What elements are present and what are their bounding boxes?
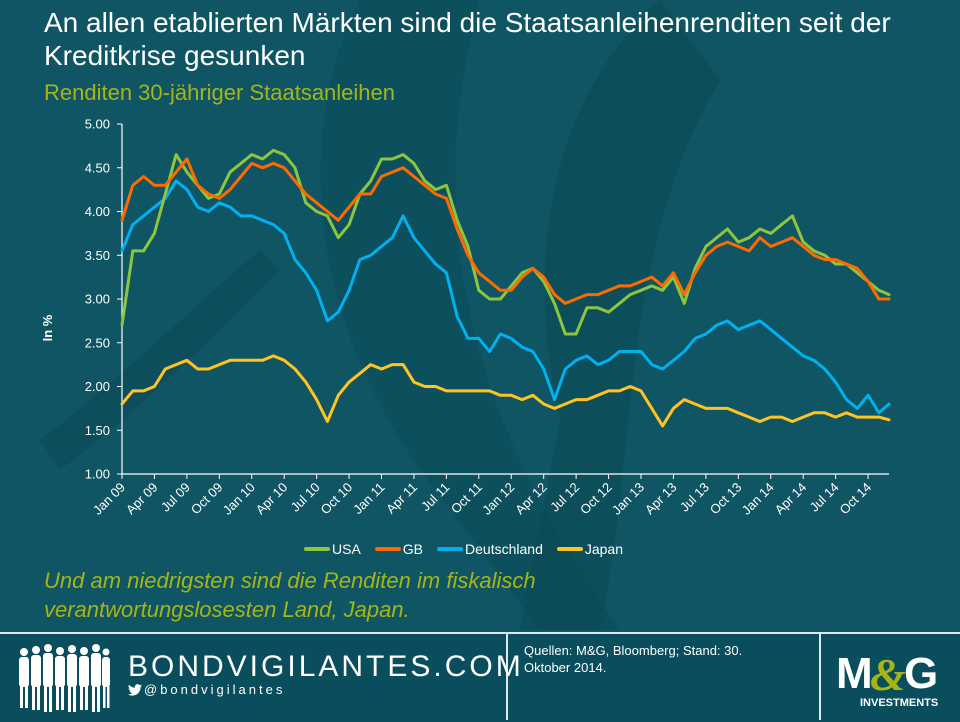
brand-link[interactable]: BONDVIGILANTES.COM <box>128 650 524 683</box>
y-tick-label: 4.00 <box>85 204 110 219</box>
sources-note: Quellen: M&G, Bloomberg; Stand: 30. Okto… <box>524 643 743 675</box>
x-tick-label: Jan 14 <box>739 480 777 518</box>
series-lines <box>120 148 891 428</box>
chart-caption: Und am niedrigsten sind die Renditen im … <box>44 568 536 622</box>
x-tick-label: Oct 10 <box>318 480 356 518</box>
y-tick-label: 1.00 <box>85 467 110 482</box>
legend-item-deutschland: Deutschland <box>437 541 543 557</box>
twitter-bird-icon <box>128 683 142 696</box>
x-tick-label: Jan 12 <box>479 480 517 518</box>
x-tick-label: Apr 13 <box>642 480 680 518</box>
y-axis-title: In % <box>40 314 55 341</box>
footer <box>0 632 960 722</box>
x-tick-label: Jul 12 <box>547 480 582 515</box>
x-tick-label: Jul 11 <box>418 480 452 514</box>
x-tick-label: Apr 10 <box>253 480 291 518</box>
logo-subtext: INVESTMENTS <box>860 697 938 709</box>
legend-swatch-gb <box>374 547 401 551</box>
x-tick-label: Jan 13 <box>609 480 647 518</box>
footer-divider <box>819 632 821 720</box>
page-title: An allen etablierten Märkten sind die St… <box>44 7 891 71</box>
x-tick-label: Jan 10 <box>220 480 258 518</box>
legend-label-japan: Japan <box>584 541 624 557</box>
x-tick-label: Oct 11 <box>448 480 485 517</box>
y-tick-label: 3.00 <box>85 292 110 307</box>
series-line-gb <box>120 157 891 305</box>
legend-item-japan: Japan <box>556 541 624 557</box>
legend-item-usa: USA <box>304 541 361 557</box>
legend-label-gb: GB <box>402 541 424 557</box>
legend-label-deutschland: Deutschland <box>465 541 543 557</box>
legend-label-usa: USA <box>332 541 361 557</box>
x-tick-label: Oct 13 <box>707 480 745 518</box>
svg-text:M: M <box>836 649 870 698</box>
y-tick-label: 4.50 <box>85 160 110 175</box>
line-chart: 5.00 4.50 4.00 3.50 3.00 2.50 2.00 1.50 1.00 Jan… <box>40 117 891 518</box>
y-tick-label: 5.00 <box>85 117 110 132</box>
x-tick-label: Oct 09 <box>188 480 226 518</box>
x-tick-label: Jan 11 <box>350 480 388 518</box>
twitter-handle-link[interactable]: @bondvigilantes <box>128 682 285 697</box>
x-tick-label: Apr 12 <box>512 480 550 518</box>
chart-legend: USA GB Deutschland Japan <box>304 541 623 557</box>
y-tick-label: 1.50 <box>85 423 110 438</box>
x-tick-label: Oct 14 <box>837 480 875 518</box>
legend-swatch-deutschland <box>437 547 464 551</box>
x-tick-label: Apr 14 <box>772 480 810 518</box>
series-line-usa <box>120 148 891 336</box>
footer-divider <box>506 632 508 720</box>
x-tick-label: Apr 11 <box>383 480 420 517</box>
svg-text:&: & <box>870 649 906 700</box>
chart-subtitle: Renditen 30-jähriger Staatsanleihen <box>44 80 396 105</box>
x-tick-label: Jul 10 <box>288 480 323 515</box>
mg-investments-logo: M & G INVESTMENTS <box>836 649 938 709</box>
svg-text:G: G <box>904 649 938 698</box>
series-line-japan <box>120 354 891 428</box>
y-tick-label: 3.50 <box>85 248 110 263</box>
x-tick-label: Jul 13 <box>677 480 712 515</box>
twitter-handle: @bondvigilantes <box>144 682 286 697</box>
x-tick-label: Apr 09 <box>123 480 161 518</box>
x-tick-label: Jul 09 <box>158 480 193 515</box>
legend-swatch-japan <box>556 547 583 551</box>
y-tick-label: 2.00 <box>85 379 110 394</box>
legend-swatch-usa <box>304 547 330 551</box>
x-tick-label: Jul 14 <box>807 480 842 515</box>
y-tick-label: 2.50 <box>85 335 110 350</box>
x-tick-label: Oct 12 <box>577 480 615 518</box>
y-axis: 5.00 4.50 4.00 3.50 3.00 2.50 2.00 1.50 1.00 <box>85 117 123 482</box>
x-tick-label: Jan 09 <box>90 480 128 518</box>
legend-item-gb: GB <box>374 541 424 557</box>
people-silhouettes-icon <box>19 644 110 712</box>
series-line-deutschland <box>120 179 891 415</box>
